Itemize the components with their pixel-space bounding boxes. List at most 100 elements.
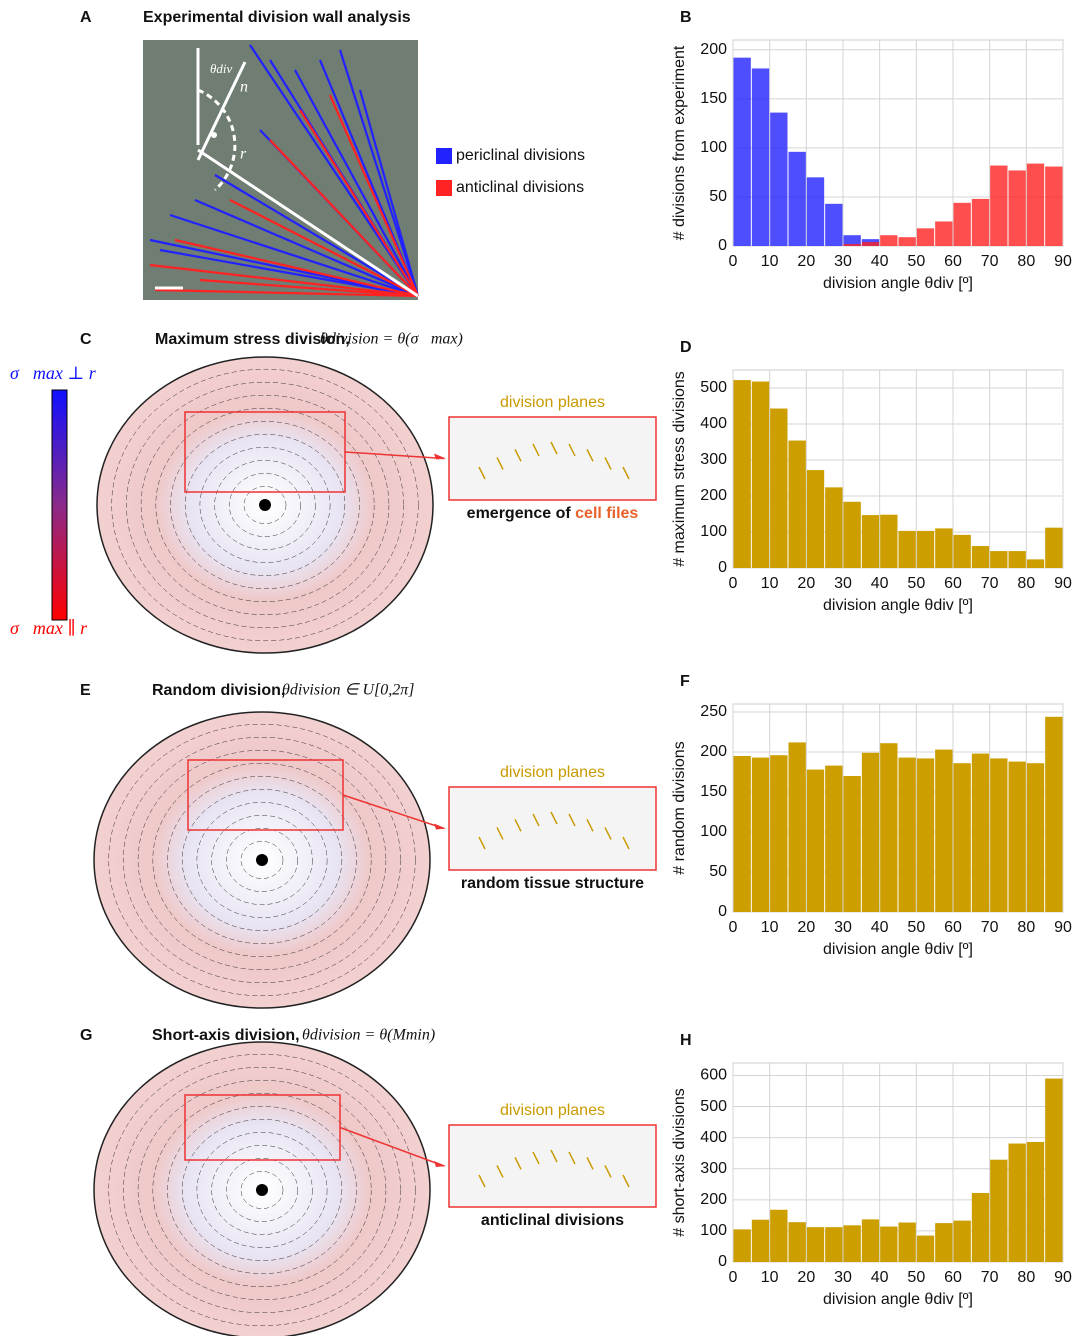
bar — [935, 1223, 953, 1262]
bar — [898, 530, 916, 568]
division-plane — [586, 448, 594, 462]
x-tick-label: 50 — [907, 575, 925, 592]
plot-area — [732, 703, 1064, 913]
x-axis-label: division angle θdiv [º] — [823, 597, 973, 614]
center-cell — [256, 1184, 268, 1196]
cell-ring — [155, 408, 375, 602]
bar — [1026, 763, 1045, 912]
y-tick-label: 100 — [700, 139, 727, 156]
bar — [1045, 527, 1063, 568]
bar — [825, 487, 843, 568]
y-tick-label: 400 — [700, 415, 727, 432]
inset-title: division planes — [500, 764, 605, 781]
x-tick-label: 40 — [871, 575, 889, 592]
panel-label: B — [680, 9, 692, 26]
y-tick-label: 300 — [700, 1160, 727, 1177]
bar — [935, 528, 953, 568]
bar — [788, 151, 806, 246]
bar — [770, 755, 788, 912]
center-cell — [259, 499, 271, 511]
bar — [733, 1229, 751, 1262]
bar — [971, 546, 990, 568]
bar — [806, 1227, 825, 1262]
y-tick-label: 100 — [700, 523, 727, 540]
bar — [825, 1227, 843, 1262]
arrow-head — [434, 823, 446, 830]
bar — [843, 776, 861, 912]
bar — [1045, 716, 1063, 912]
cell-ring — [199, 447, 331, 563]
bar — [751, 1219, 770, 1262]
y-axis-label: # short-axis divisions — [671, 1088, 688, 1237]
bar — [953, 763, 971, 912]
panel-label: C — [80, 331, 92, 348]
bar — [843, 1225, 861, 1262]
x-tick-label: 60 — [944, 253, 962, 270]
cell-ring — [229, 473, 301, 537]
bar — [1008, 1143, 1026, 1262]
division-plane — [478, 466, 486, 480]
bar — [916, 228, 935, 246]
division-plane — [604, 457, 612, 470]
bar — [733, 57, 751, 247]
x-tick-label: 10 — [761, 253, 779, 270]
arrow-head — [434, 1161, 446, 1167]
caption-text: random tissue structure — [461, 875, 644, 892]
colorbar-label: σ⃗max ⊥ r⃗ — [10, 363, 110, 383]
division-plane — [622, 1174, 630, 1188]
cell-ring — [196, 802, 328, 918]
bar — [898, 757, 916, 912]
division-plane — [496, 457, 504, 470]
y-tick-label: 150 — [700, 783, 727, 800]
division-plane — [550, 1149, 558, 1163]
y-tick-label: 200 — [700, 743, 727, 760]
x-tick-label: 40 — [871, 919, 889, 936]
panel-label: F — [680, 673, 690, 690]
legend-label: anticlinal divisions — [456, 179, 584, 196]
inset-caption: emergence of cell files — [467, 505, 639, 522]
cell-ring — [152, 763, 372, 957]
x-tick-label: 10 — [761, 1269, 779, 1286]
bar — [898, 1222, 916, 1262]
caption-highlight: cell files — [575, 505, 638, 522]
colorbar-label: σ⃗max ∥ r⃗ — [10, 618, 101, 638]
bar — [1026, 559, 1045, 568]
cell-ring — [196, 1132, 328, 1248]
division-plane — [622, 466, 630, 480]
x-tick-label: 30 — [834, 919, 852, 936]
bar — [1045, 1078, 1063, 1262]
x-tick-label: 0 — [729, 919, 738, 936]
bar — [770, 112, 788, 246]
bar — [990, 758, 1008, 912]
cell-ring — [137, 750, 387, 970]
division-plane — [568, 1151, 576, 1165]
cell-ring — [226, 1158, 298, 1222]
cell-ring — [126, 381, 404, 629]
bar — [861, 752, 880, 912]
x-tick-label: 10 — [761, 575, 779, 592]
panel-title: Random division, — [152, 682, 285, 699]
panel-label: D — [680, 339, 692, 356]
x-tick-label: 70 — [981, 1269, 999, 1286]
bar — [880, 514, 898, 568]
x-tick-label: 40 — [871, 253, 889, 270]
cell-ring — [111, 368, 419, 642]
micrograph — [143, 40, 418, 300]
division-plane — [586, 1156, 594, 1170]
x-tick-label: 80 — [1017, 253, 1035, 270]
division-plane — [550, 811, 558, 825]
bar — [788, 1222, 806, 1262]
division-plane — [586, 818, 594, 832]
bar — [1008, 170, 1026, 246]
bar — [751, 757, 770, 912]
x-tick-label: 90 — [1054, 1269, 1072, 1286]
x-tick-label: 0 — [729, 253, 738, 270]
annotation: n⃗ — [240, 79, 260, 96]
bar — [916, 1235, 935, 1262]
zoom-arrow — [342, 794, 445, 830]
panel-formula: θdivision = θ(Mmin) — [302, 1027, 435, 1044]
legend-label: periclinal divisions — [456, 147, 585, 164]
cell-ring — [211, 815, 313, 905]
bar — [1026, 163, 1045, 246]
legend-swatch — [436, 148, 452, 164]
